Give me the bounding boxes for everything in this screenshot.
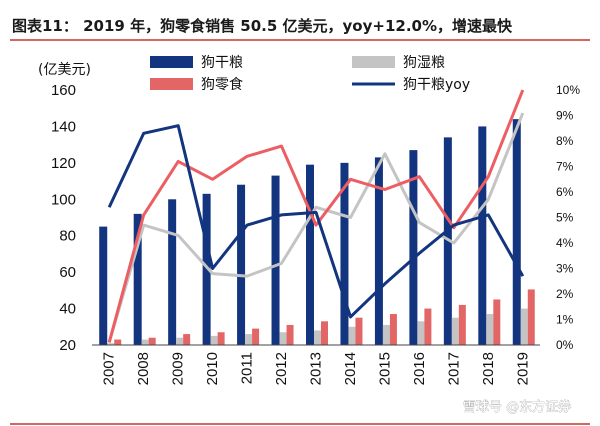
y2-tick-label: 0%: [556, 338, 574, 352]
bar-狗湿粮: [348, 326, 356, 345]
y-tick-label: 20: [59, 337, 76, 354]
bar-狗零食: [321, 321, 328, 345]
y-tick-label: 140: [51, 118, 76, 135]
x-tick-label: 2018: [480, 352, 497, 385]
bar-狗零食: [148, 337, 156, 345]
y-tick-label: 100: [51, 191, 76, 208]
bar-狗零食: [217, 332, 225, 345]
bar-狗零食: [252, 328, 260, 345]
bar-狗湿粮: [210, 335, 218, 345]
chart-title: 图表11： 2019 年，狗零食销售 50.5 亿美元，yoy+12.0%，增速…: [12, 17, 513, 35]
x-tick-label: 2008: [135, 352, 152, 385]
bar-狗干粮: [512, 119, 521, 346]
legend-swatch: [150, 56, 193, 68]
bar-狗湿粮: [279, 332, 287, 345]
bar-狗湿粮: [520, 308, 528, 345]
bar-狗干粮: [99, 226, 108, 345]
x-axis-ticks: 2007 2008 2009 2010 2011 2012 2013 2014 2015 2016…: [101, 352, 532, 385]
y-axis-unit-label: (亿美元): [38, 62, 91, 78]
x-tick-label: 2011: [239, 352, 256, 384]
bar-狗湿粮: [107, 343, 115, 345]
bar-狗干粮: [237, 184, 246, 345]
line-series-5: [107, 89, 525, 343]
legend-label: 狗零食: [201, 76, 243, 93]
bar-狗干粮: [478, 126, 487, 345]
bar-狗湿粮: [245, 334, 253, 345]
bar-狗干粮: [340, 162, 349, 345]
y-tick-label: 40: [59, 301, 76, 318]
bar-狗湿粮: [314, 330, 321, 345]
bar-狗干粮: [306, 164, 314, 345]
y2-tick-label: 3%: [556, 262, 574, 276]
line-series-4: [107, 112, 525, 343]
y2-tick-label: 2%: [556, 287, 574, 301]
y2-tick-label: 4%: [556, 236, 574, 250]
bar-狗湿粮: [382, 324, 390, 345]
x-tick-label: 2016: [411, 352, 428, 385]
bar-狗干粮: [202, 193, 211, 345]
bar-狗湿粮: [451, 317, 459, 345]
y-tick-label: 80: [59, 228, 76, 245]
legend-swatch: [352, 56, 395, 68]
bar-狗干粮: [168, 199, 177, 345]
bar-狗零食: [355, 317, 363, 345]
x-tick-label: 2014: [342, 352, 359, 385]
legend-label: 狗干粮: [201, 55, 243, 71]
y2-tick-label: 10%: [556, 83, 580, 97]
x-tick-label: 2017: [445, 352, 462, 385]
y-tick-label: 60: [59, 264, 76, 281]
bar-狗零食: [424, 308, 432, 345]
x-tick-label: 2019: [514, 352, 531, 385]
legend-label: 狗干粮yoy: [403, 77, 470, 93]
bar-狗干粮: [133, 213, 142, 345]
legend-label: 狗湿粮: [403, 55, 445, 71]
bar-狗干粮: [409, 150, 418, 345]
bar-狗干粮: [271, 175, 280, 345]
watermark-text: 雪球号 @东方证券: [463, 399, 571, 415]
right-axis-ticks: 0% 1% 2% 3% 4% 5% 6% 7% 8% 9% 10%: [556, 83, 580, 352]
y-tick-label: 120: [51, 155, 76, 172]
x-tick-label: 2015: [376, 352, 393, 385]
x-tick-label: 2010: [204, 352, 221, 385]
x-tick-label: 2007: [101, 352, 118, 385]
bar-狗零食: [286, 324, 294, 345]
bar-狗干粮: [374, 157, 383, 345]
y2-tick-label: 6%: [556, 185, 574, 199]
bar-狗零食: [458, 304, 466, 345]
y2-tick-label: 5%: [556, 211, 574, 225]
x-tick-label: 2012: [273, 352, 290, 385]
x-tick-label: 2009: [170, 352, 187, 385]
bar-狗零食: [389, 314, 397, 345]
line-狗干粮yoy: [107, 124, 525, 319]
y-tick-label: 160: [51, 82, 76, 99]
bar-狗零食: [183, 334, 191, 345]
bar-狗湿粮: [141, 339, 149, 345]
legend-swatch: [150, 78, 193, 90]
bar-狗零食: [114, 339, 122, 345]
y2-tick-label: 9%: [556, 109, 574, 123]
bar-狗湿粮: [176, 337, 184, 345]
lines-layer: [107, 89, 525, 343]
bar-狗湿粮: [417, 321, 425, 345]
y2-tick-label: 8%: [556, 134, 574, 148]
bar-狗湿粮: [486, 314, 494, 345]
bar-狗零食: [493, 299, 501, 345]
bar-狗零食: [527, 289, 535, 345]
left-axis-ticks: 20 40 60 80 100 120 140 160: [51, 82, 76, 354]
y2-tick-label: 7%: [556, 160, 574, 174]
y2-tick-label: 1%: [556, 313, 574, 327]
x-tick-label: 2013: [308, 352, 325, 385]
